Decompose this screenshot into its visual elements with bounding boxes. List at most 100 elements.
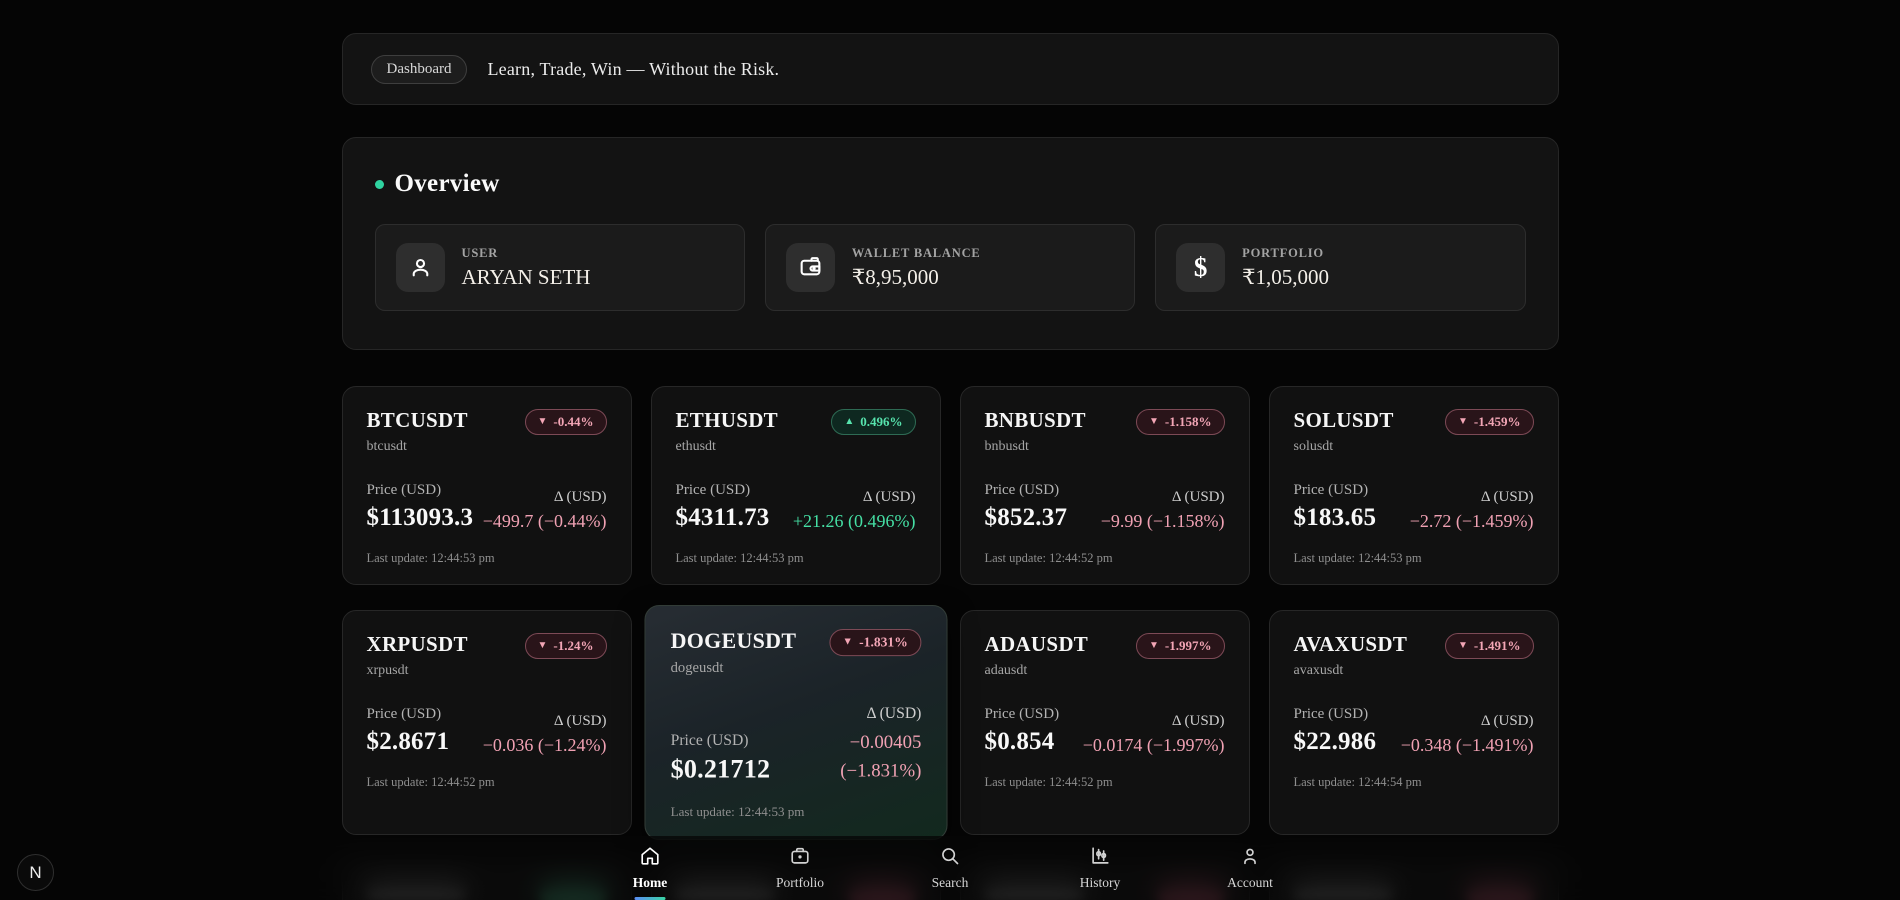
triangle-down-icon: ▼ [842,636,853,648]
price-value: $4311.73 [675,504,770,531]
last-update: Last update: 12:44:53 pm [366,551,495,565]
delta-label: Δ (USD) [1171,489,1225,505]
user-card: USER ARYAN SETH [374,224,745,311]
last-update: Last update: 12:44:52 pm [984,775,1113,789]
ticker-card-ethusdt[interactable]: ETHUSDT ▲ 0.496% ethusdt Price (USD) $431… [650,386,941,585]
person-icon [1239,845,1261,872]
nav-item-history[interactable]: History [1025,836,1175,900]
change-badge: ▼ -1.459% [1445,409,1534,435]
last-update: Last update: 12:44:52 pm [366,775,495,789]
price-value: $2.8671 [366,728,450,755]
ticker-subtitle: adausdt [984,663,1028,678]
nav-label: Portfolio [775,875,824,890]
ticker-symbol: XRPUSDT [366,632,468,656]
nextjs-dev-badge[interactable]: N [17,854,54,891]
price-value: $113093.3 [366,504,474,531]
change-badge: ▼ -0.44% [524,409,607,435]
ticker-symbol: ADAUSDT [984,632,1089,656]
nav-item-home[interactable]: Home [575,836,725,900]
dollar-icon: $ [1176,243,1226,292]
overview-panel: Overview USER ARYAN SETH [341,137,1559,350]
delta-value: −2.72 (−1.459%) [1409,511,1534,531]
delta-value: +21.26 (0.496%) [792,511,916,531]
overview-cards: USER ARYAN SETH WALLET BALANCE ₹8,95,000 [374,224,1526,311]
nav-label: History [1079,875,1121,890]
home-icon [639,845,661,872]
ticker-symbol: BTCUSDT [366,408,468,432]
user-value: ARYAN SETH [461,264,591,289]
price-label: Price (USD) [366,706,442,722]
price-value: $0.854 [984,728,1055,755]
delta-label: Δ (USD) [1480,713,1534,729]
delta-label: Δ (USD) [1171,713,1225,729]
last-update: Last update: 12:44:53 pm [675,551,804,565]
triangle-down-icon: ▼ [1149,416,1159,427]
price-label: Price (USD) [675,482,751,498]
change-badge: ▼ -1.24% [524,633,607,659]
nav-item-account[interactable]: Account [1175,836,1325,900]
last-update: Last update: 12:44:52 pm [984,551,1113,565]
triangle-down-icon: ▼ [1458,640,1468,651]
portfolio-card: $ PORTFOLIO ₹1,05,000 [1155,224,1526,311]
triangle-down-icon: ▼ [537,640,548,651]
wallet-value: ₹8,95,000 [851,264,939,289]
last-update: Last update: 12:44:53 pm [1293,551,1422,565]
user-icon [395,243,445,292]
wallet-balance-card: WALLET BALANCE ₹8,95,000 [764,224,1136,311]
ticker-card-bnbusdt[interactable]: BNBUSDT ▼ -1.158% bnbusdt Price (USD) $85… [959,386,1250,585]
change-badge: ▼ -1.158% [1136,409,1225,435]
history-icon [1089,845,1111,872]
ticker-card-xrpusdt[interactable]: XRPUSDT ▼ -1.24% xrpusdt Price (USD) $2.8… [341,610,632,835]
nav-label: Search [931,875,969,890]
ticker-subtitle: btcusdt [366,439,407,454]
price-label: Price (USD) [670,732,749,750]
ticker-card-avaxusdt[interactable]: AVAXUSDT ▼ -1.491% avaxusdt Price (USD) $… [1268,610,1559,835]
ticker-symbol: SOLUSDT [1293,408,1394,432]
triangle-down-icon: ▼ [1149,640,1159,651]
ticker-subtitle: ethusdt [675,439,716,454]
ticker-card-dogeusdt-selected[interactable]: DOGEUSDT ▼ -1.831% dogeusdt Price (USD) $… [643,604,948,841]
ticker-subtitle: bnbusdt [984,439,1029,454]
user-label: USER [461,245,499,260]
price-value: $0.21712 [670,755,770,784]
active-tab-indicator [634,896,666,900]
delta-label: Δ (USD) [553,489,607,505]
price-label: Price (USD) [984,482,1060,498]
nextjs-n-icon: N [29,862,42,882]
tagline: Learn, Trade, Win — Without the Risk. [487,58,780,79]
wallet-icon [785,243,835,292]
ticker-subtitle: solusdt [1293,439,1334,454]
price-value: $183.65 [1293,504,1377,531]
delta-value: −0.348 (−1.491%) [1400,735,1534,755]
nav-item-portfolio[interactable]: Portfolio [725,836,875,900]
main-content: Dashboard Learn, Trade, Win — Without th… [341,0,1559,900]
nav-label: Home [632,875,668,890]
nav-label: Account [1227,875,1273,890]
price-label: Price (USD) [1293,482,1369,498]
delta-label: Δ (USD) [862,489,916,505]
ticker-symbol: BNBUSDT [984,408,1086,432]
nav-item-search[interactable]: Search [875,836,1025,900]
ticker-subtitle: xrpusdt [366,663,409,678]
price-label: Price (USD) [1293,706,1369,722]
change-badge: ▲ 0.496% [831,409,916,435]
price-value: $852.37 [984,504,1068,531]
hero-bar: Dashboard Learn, Trade, Win — Without th… [341,33,1559,105]
price-label: Price (USD) [366,482,442,498]
change-badge: ▼ -1.997% [1136,633,1225,659]
delta-value: −0.0174 (−1.997%) [1082,735,1225,755]
triangle-up-icon: ▲ [844,416,855,427]
ticker-symbol: ETHUSDT [675,408,778,432]
delta-value: −9.99 (−1.158%) [1100,511,1225,531]
green-dot-icon [374,179,384,189]
ticker-card-solusdt[interactable]: SOLUSDT ▼ -1.459% solusdt Price (USD) $18… [1268,386,1559,585]
ticker-card-btcusdt[interactable]: BTCUSDT ▼ -0.44% btcusdt Price (USD) $113… [341,386,632,585]
triangle-down-icon: ▼ [1458,416,1468,427]
last-update: Last update: 12:44:53 pm [670,804,804,820]
delta-value: −0.00405 (−1.831%) [839,731,921,781]
last-update: Last update: 12:44:54 pm [1293,775,1422,789]
triangle-down-icon: ▼ [537,416,548,427]
ticker-card-adausdt[interactable]: ADAUSDT ▼ -1.997% adausdt Price (USD) $0.… [959,610,1250,835]
portfolio-value: ₹1,05,000 [1242,264,1330,289]
delta-label: Δ (USD) [1480,489,1534,505]
